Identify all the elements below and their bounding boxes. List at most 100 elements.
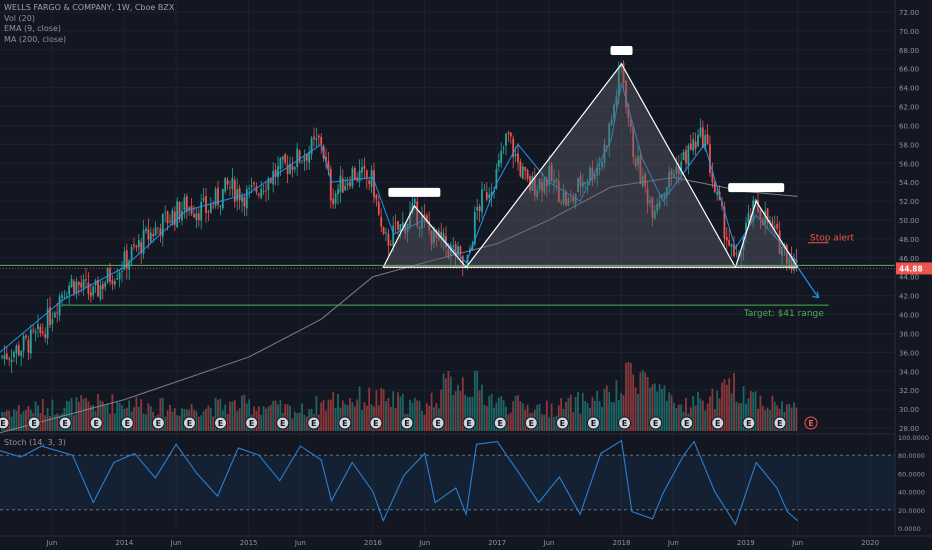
volume-bar <box>668 392 671 431</box>
candle-body <box>428 221 431 230</box>
candle-body <box>728 239 731 246</box>
volume-bar <box>46 407 49 431</box>
volume-bar <box>452 395 455 431</box>
candle-body <box>677 165 680 175</box>
volume-bar <box>334 408 337 431</box>
volume-bar <box>135 396 138 431</box>
candle-body <box>538 179 541 190</box>
time-tick-label: Jun <box>667 539 679 547</box>
volume-bar <box>584 401 587 431</box>
volume-bar <box>728 378 731 431</box>
stoch-tick-label: 80.0000 <box>898 452 925 460</box>
volume-bar <box>541 414 543 431</box>
candle-body <box>562 192 565 204</box>
candle-body <box>569 198 572 199</box>
volume-bar <box>771 395 774 431</box>
volume-bar <box>111 394 114 431</box>
volume-bar <box>473 370 476 431</box>
volume-bar <box>613 402 615 431</box>
price-tick-label: 54.00 <box>899 179 919 187</box>
candle-body <box>476 207 479 211</box>
candle-body <box>425 215 428 222</box>
candle-body <box>409 212 411 226</box>
volume-bar <box>795 407 798 431</box>
volume-bar <box>298 412 301 431</box>
candle-body <box>101 284 104 290</box>
volume-bar <box>649 387 651 431</box>
candle-body <box>665 187 668 196</box>
candle-body <box>440 231 443 239</box>
candle-body <box>485 192 488 200</box>
volume-bar <box>425 403 428 431</box>
candle-body <box>713 181 716 193</box>
candle-body <box>622 63 625 84</box>
stoch-tick-label: 40.0000 <box>898 489 925 497</box>
volume-bar <box>262 406 265 431</box>
volume-bar <box>603 388 606 431</box>
candle-body <box>253 182 255 185</box>
candle-body <box>505 133 507 146</box>
candle-body <box>3 354 6 359</box>
volume-bar <box>653 383 656 431</box>
candle-body <box>255 186 258 193</box>
chart-legend: WELLS FARGO & COMPANY, 1W, Cboe BZX Vol … <box>4 3 174 45</box>
volume-bar <box>781 401 783 431</box>
volume-bar <box>241 395 243 431</box>
volume-bar <box>699 398 702 431</box>
candle-body <box>368 180 371 185</box>
volume-bar <box>457 384 459 431</box>
volume-bar <box>454 391 457 431</box>
volume-bar <box>161 397 164 431</box>
volume-bar <box>586 402 589 431</box>
volume-bar <box>178 415 181 431</box>
candle-body <box>711 171 714 183</box>
volume-bar <box>176 415 179 431</box>
candle-body <box>265 190 267 192</box>
candle-body <box>113 280 116 285</box>
candle-body <box>125 250 128 269</box>
candle-body <box>586 181 589 184</box>
candle-body <box>15 345 18 354</box>
candle-body <box>656 203 659 212</box>
candle-body <box>615 95 618 106</box>
candle-body <box>25 335 27 338</box>
volume-bar <box>51 399 54 431</box>
volume-bar <box>224 404 227 431</box>
candle-body <box>49 307 51 326</box>
candle-body <box>550 163 553 182</box>
candle-body <box>653 211 656 219</box>
candle-body <box>20 350 23 356</box>
volume-bar <box>159 398 162 431</box>
candle-body <box>605 146 608 148</box>
candle-body <box>298 150 301 162</box>
volume-bar <box>459 390 462 431</box>
candle-body <box>478 206 481 212</box>
candle-body <box>217 187 219 205</box>
volume-bar <box>723 379 726 431</box>
price-tick-label: 60.00 <box>899 122 919 130</box>
candle-body <box>394 223 397 225</box>
volume-bar <box>461 377 464 431</box>
volume-bar <box>677 404 680 431</box>
volume-bar <box>574 396 577 431</box>
candle-body <box>704 135 707 150</box>
earnings-letter: E <box>280 419 285 428</box>
candle-body <box>219 205 222 207</box>
earnings-letter: E <box>622 419 627 428</box>
candle-body <box>58 296 61 316</box>
candle-body <box>454 243 457 256</box>
volume-bar <box>173 408 176 431</box>
candle-body <box>89 292 92 297</box>
volume-bar <box>73 415 75 431</box>
volume-bar <box>749 390 752 431</box>
candle-body <box>327 161 330 171</box>
candle-body <box>224 177 227 192</box>
volume-bar <box>149 406 152 431</box>
earnings-letter: E <box>653 419 658 428</box>
volume-bar <box>692 396 695 431</box>
earnings-icon <box>58 416 72 430</box>
candle-body <box>176 201 179 228</box>
candle-body <box>757 200 759 212</box>
volume-bar <box>87 401 90 431</box>
